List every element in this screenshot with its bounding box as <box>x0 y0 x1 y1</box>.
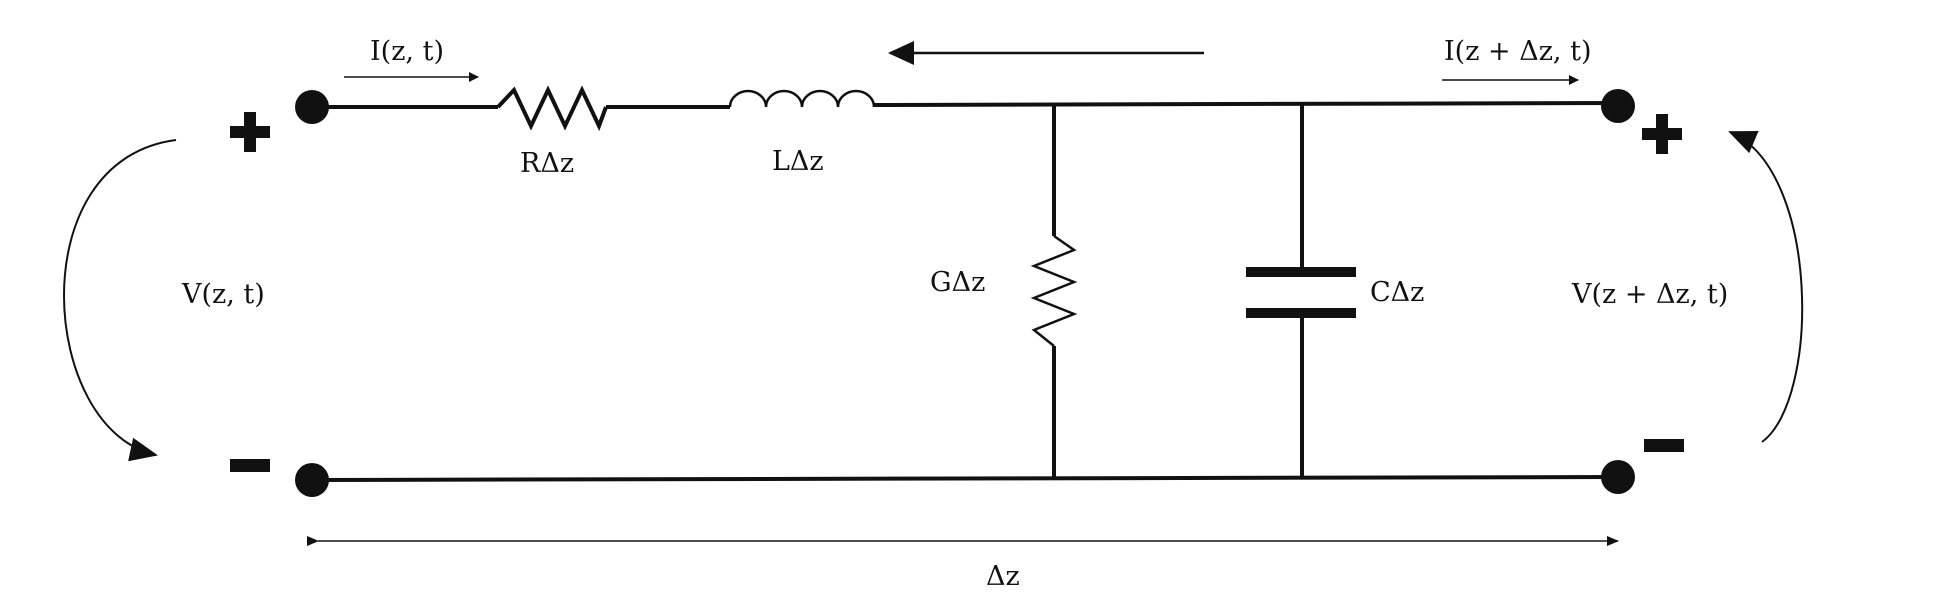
plus-right-sign <box>1642 114 1682 154</box>
terminal-bottom-left <box>295 463 329 497</box>
voltage-in-label: V(z, t) <box>181 279 265 310</box>
bottom-wire <box>311 475 1619 482</box>
resistor-r-symbol <box>496 85 608 132</box>
minus-right-sign <box>1644 439 1684 452</box>
current-out-label: I(z + Δz, t) <box>1444 36 1592 67</box>
length-label: Δz <box>986 561 1020 592</box>
resistor-label: RΔz <box>520 148 574 179</box>
terminal-bottom-right <box>1601 460 1635 494</box>
inductor-label: LΔz <box>772 146 824 177</box>
top-wire-right <box>873 101 1619 107</box>
plus-left-text: + <box>240 139 241 141</box>
plus-left-sign <box>230 112 270 152</box>
current-in-label: I(z, t) <box>370 36 444 67</box>
voltage-in-curved-arrow <box>63 139 177 462</box>
voltage-out-label: V(z + Δz, t) <box>1571 279 1728 310</box>
terminal-top-left <box>295 90 329 124</box>
minus-left-sign <box>230 459 270 472</box>
conductance-g-symbol <box>1030 234 1078 347</box>
inductor-l-symbol <box>728 89 876 108</box>
conductance-label: GΔz <box>930 267 985 298</box>
voltage-out-curved-arrow <box>1728 131 1804 443</box>
terminal-top-right <box>1601 89 1635 123</box>
capacitor-label: CΔz <box>1370 277 1424 308</box>
